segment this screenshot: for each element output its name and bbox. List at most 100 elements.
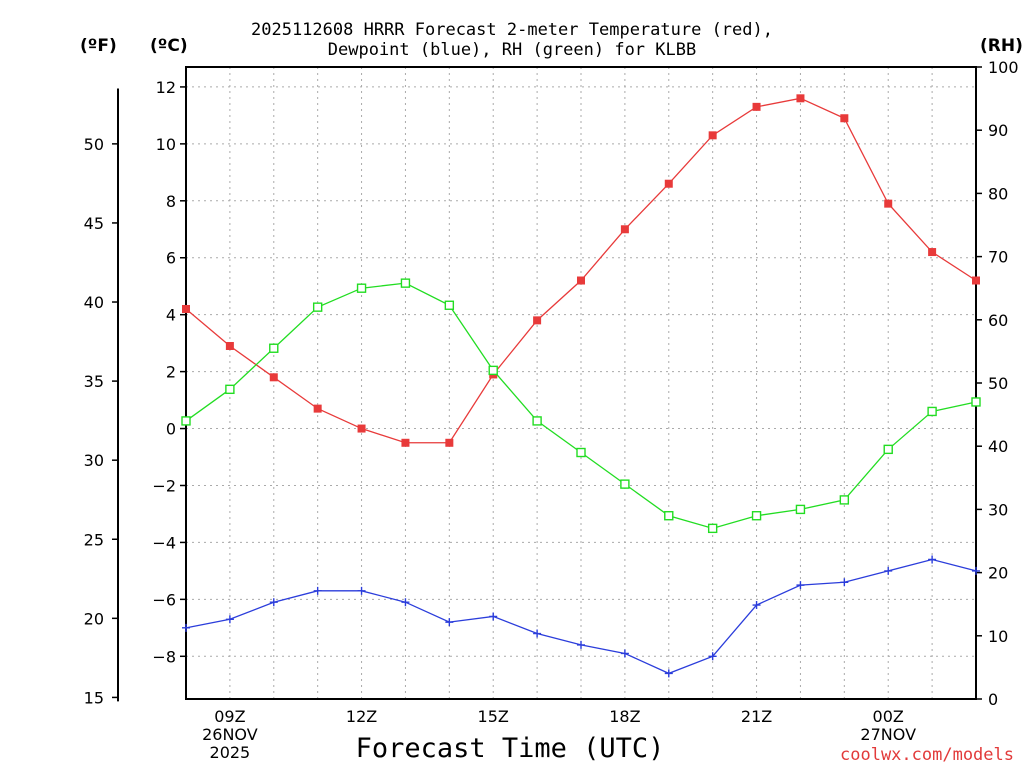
rh-tick-label: 0 — [988, 690, 998, 709]
x-tick-label: 09Z — [214, 707, 245, 726]
temperature-point — [225, 341, 234, 350]
dewpoint-point — [357, 586, 366, 595]
dewpoint-point — [577, 640, 585, 649]
celsius-tick-label: 8 — [166, 192, 176, 211]
fahrenheit-tick-label: 45 — [84, 214, 104, 233]
fahrenheit-tick-label: 30 — [84, 451, 104, 470]
credit-text: coolwx.com/models — [840, 745, 1014, 765]
x-tick-label: 2025 — [210, 743, 251, 762]
chart-title-line-2: Dewpoint (blue), RH (green) for KLBB — [327, 40, 697, 60]
temperature-point — [796, 94, 805, 103]
rh-point — [576, 447, 586, 458]
rh-point — [620, 479, 630, 489]
celsius-tick-label: 4 — [166, 306, 176, 325]
celsius-tick-label: −2 — [152, 476, 176, 495]
dewpoint-point — [620, 649, 629, 658]
rh-point — [664, 511, 674, 521]
plot-frame — [185, 66, 977, 700]
rh-point — [795, 504, 806, 515]
fahrenheit-tick-label: 35 — [84, 372, 104, 391]
dewpoint-point — [752, 601, 761, 610]
celsius-tick-label: 12 — [156, 78, 176, 97]
rh-point — [400, 278, 411, 288]
dewpoint-point — [401, 598, 410, 607]
rh-point — [707, 523, 718, 534]
dewpoint-point — [269, 598, 278, 607]
rh-point — [532, 416, 542, 426]
rh-tick-label: 30 — [988, 500, 1008, 519]
dewpoint-point — [796, 581, 805, 590]
celsius-tick-label: −8 — [152, 647, 176, 666]
fahrenheit-tick-label: 40 — [84, 293, 104, 312]
rh-axis-unit: (RH) — [980, 36, 1023, 56]
x-tick-label: 00Z — [873, 707, 904, 726]
temperature-point — [313, 404, 322, 413]
temperature-point — [928, 248, 937, 257]
rh-tick-label: 70 — [988, 248, 1008, 267]
dewpoint-point — [313, 586, 322, 595]
dewpoint-point — [708, 652, 717, 661]
data-series — [181, 94, 981, 678]
rh-point — [181, 416, 191, 426]
celsius-tick-label: 6 — [166, 249, 176, 268]
tick-labels: 121086420−2−4−6−850454035302520151009080… — [84, 58, 1019, 762]
temperature-point — [577, 276, 585, 285]
rh-point — [269, 343, 279, 353]
celsius-tick-label: −6 — [152, 590, 176, 609]
celsius-tick-label: 2 — [166, 363, 176, 382]
rh-point — [927, 406, 937, 417]
celsius-tick-label: 10 — [156, 135, 176, 154]
rh-point — [312, 302, 323, 312]
fahrenheit-tick-label: 20 — [84, 609, 104, 628]
rh-tick-label: 40 — [988, 437, 1008, 456]
rh-point — [444, 300, 455, 310]
rh-point — [356, 283, 367, 293]
temperature-point — [840, 114, 849, 123]
celsius-tick-label: −4 — [152, 533, 176, 552]
rh-tick-label: 60 — [988, 311, 1008, 330]
dewpoint-point — [182, 623, 190, 632]
fahrenheit-tick-label: 50 — [84, 135, 104, 154]
temperature-point — [401, 438, 410, 447]
x-tick-label: 18Z — [609, 707, 640, 726]
temperature-point — [357, 424, 366, 433]
rh-point — [751, 511, 762, 521]
dewpoint-point — [225, 615, 234, 624]
dewpoint-point — [840, 578, 849, 587]
dewpoint-point — [533, 629, 542, 638]
rh-point — [225, 384, 235, 395]
temperature-point — [445, 438, 454, 447]
dewpoint-point — [445, 618, 454, 627]
grid-lines — [186, 67, 976, 699]
temperature-point — [664, 179, 673, 188]
x-tick-label: 27NOV — [860, 725, 916, 744]
dewpoint-point — [884, 566, 893, 575]
rh-tick-label: 90 — [988, 121, 1008, 140]
dewpoint-point — [972, 566, 980, 575]
rh-tick-label: 80 — [988, 184, 1008, 203]
rh-point — [883, 444, 893, 455]
temperature-point — [972, 276, 980, 285]
temperature-point — [708, 131, 717, 140]
x-tick-label: 21Z — [741, 707, 772, 726]
temperature-point — [182, 304, 190, 313]
rh-tick-label: 50 — [988, 374, 1008, 393]
celsius-tick-label: 0 — [166, 420, 176, 439]
temperature-point — [752, 102, 761, 111]
rh-point — [488, 365, 498, 376]
temperature-point — [884, 199, 893, 208]
x-tick-label: 26NOV — [202, 725, 258, 744]
x-tick-label: 12Z — [346, 707, 377, 726]
temperature-point — [269, 373, 278, 382]
dewpoint-point — [664, 669, 673, 678]
rh-point — [971, 397, 981, 407]
temperature-point — [620, 225, 629, 234]
fahrenheit-tick-label: 15 — [84, 688, 104, 707]
rh-tick-label: 10 — [988, 627, 1008, 646]
temperature-point — [533, 316, 542, 325]
rh-tick-label: 100 — [988, 58, 1019, 77]
axes — [112, 66, 982, 702]
x-tick-label: 15Z — [478, 707, 509, 726]
rh-point — [839, 495, 850, 505]
